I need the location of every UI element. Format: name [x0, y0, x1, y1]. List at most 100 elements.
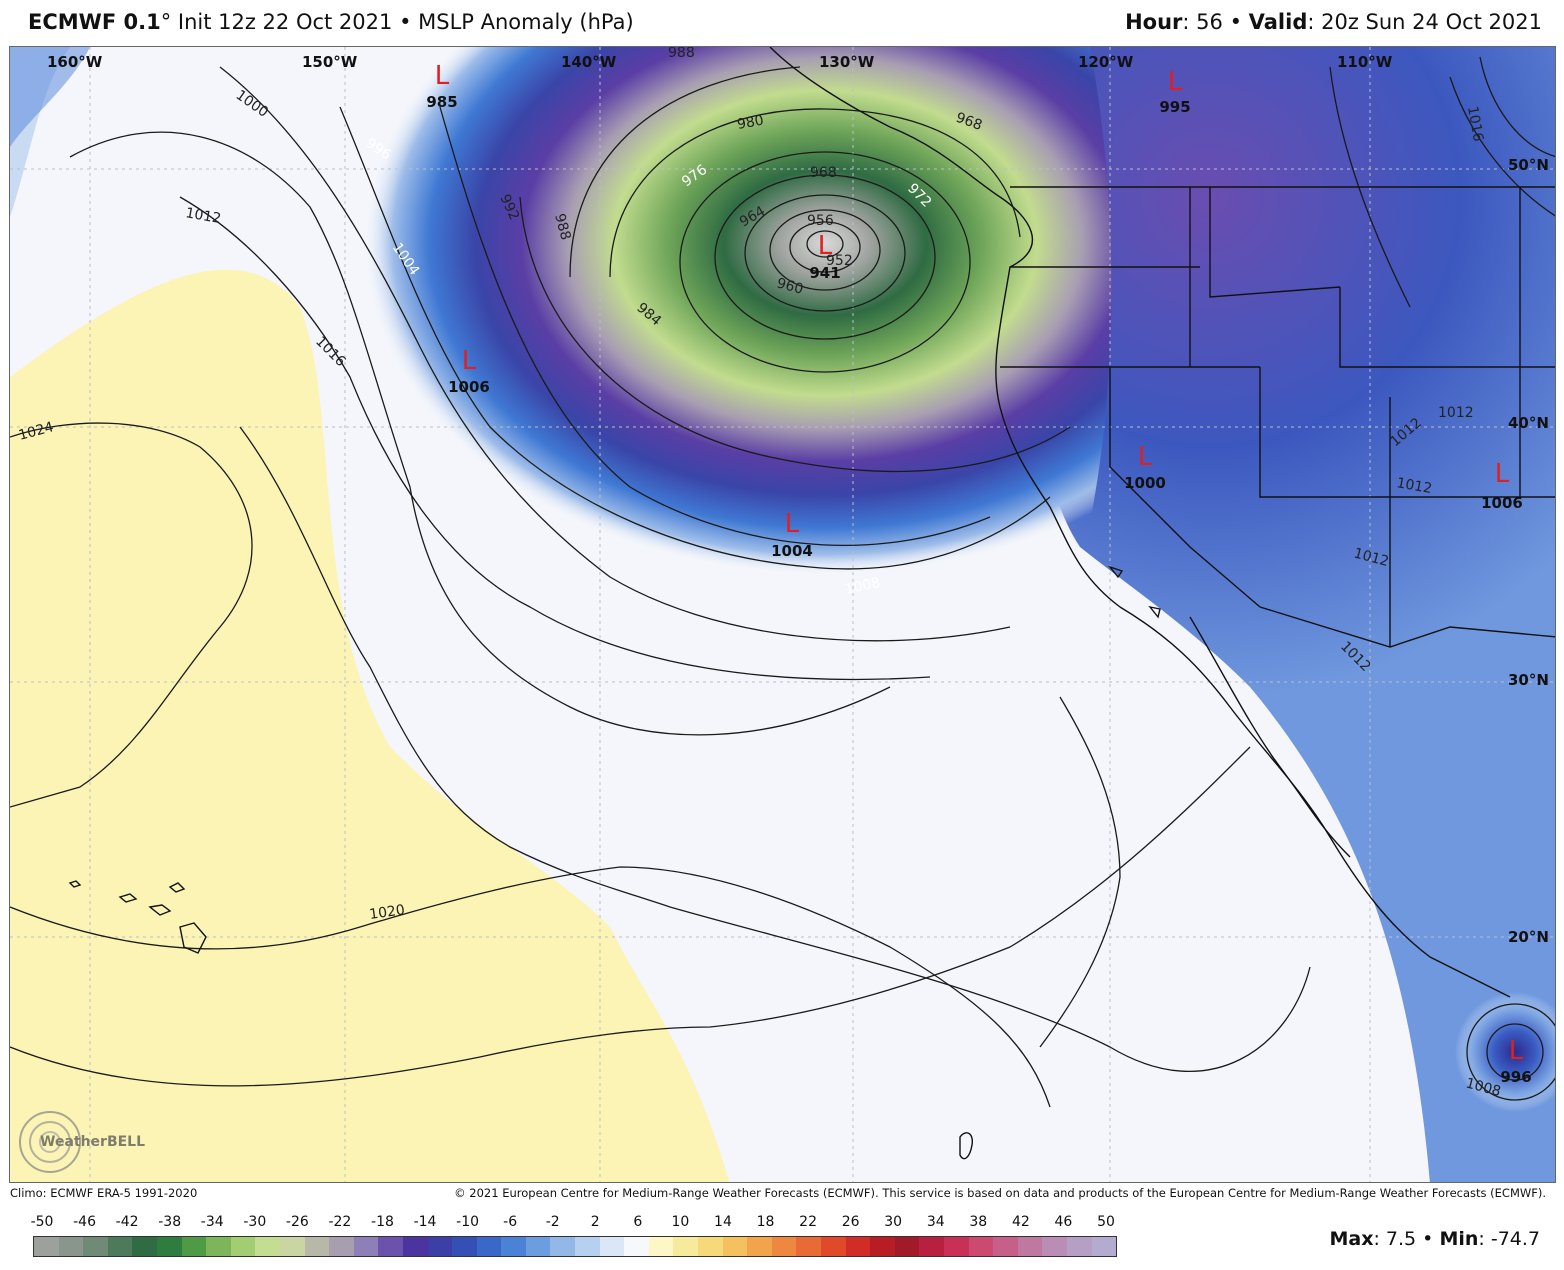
- colorbar-tick-label: -30: [243, 1214, 267, 1230]
- colorbar-swatch: [599, 1237, 625, 1256]
- colorbar-swatch: [329, 1237, 354, 1256]
- low-center: L 995: [1159, 67, 1190, 116]
- low-symbol: L: [435, 61, 450, 91]
- min-value: : -74.7: [1478, 1228, 1540, 1250]
- valid-label: Valid: [1248, 10, 1308, 34]
- low-anomaly-region: [289, 47, 1112, 779]
- colorbar-swatch: [968, 1237, 994, 1256]
- weatherbell-logo: WeatherBELL: [19, 1111, 145, 1173]
- colorbar-swatch: [525, 1237, 551, 1256]
- colorbar-swatch: [427, 1237, 453, 1256]
- colorbar-swatch: [1042, 1237, 1067, 1256]
- colorbar-swatch: [58, 1237, 84, 1256]
- colorbar-tick-label: 14: [714, 1214, 732, 1230]
- colorbar-tick-label: 50: [1097, 1214, 1115, 1230]
- colorbar-swatch: [870, 1237, 895, 1256]
- min-label: Min: [1439, 1228, 1479, 1250]
- footer: Climo: ECMWF ERA-5 1991-2020 © 2021 Euro…: [0, 1185, 1564, 1201]
- colorbar-tick-label: -50: [30, 1214, 54, 1230]
- colorbar-swatch: [673, 1237, 699, 1256]
- colorbar-tick-label: -26: [285, 1214, 309, 1230]
- colorbar-labels: -50 -46 -42 -38 -34 -30 -26 -22 -18 -14 -10 -6 -2 2 6 1…: [30, 1214, 1120, 1232]
- title-separator: •: [399, 10, 412, 34]
- isobar-label: 1012: [1395, 475, 1433, 497]
- colorbar-scale: [33, 1236, 1117, 1257]
- colorbar-tick-label: 30: [884, 1214, 903, 1230]
- colorbar-swatch: [83, 1237, 108, 1256]
- colorbar-tick-label: 10: [671, 1214, 690, 1230]
- weather-map[interactable]: WeatherBELL 160°W 150°W 140°W 130°W 120°…: [9, 46, 1556, 1183]
- colorbar-swatch: [1091, 1237, 1117, 1256]
- isobar-label: 1016: [1464, 105, 1486, 143]
- colorbar-swatch: [34, 1237, 59, 1256]
- colorbar-swatch: [107, 1237, 133, 1256]
- low-pressure-value: 995: [1159, 98, 1190, 116]
- colorbar: -50 -46 -42 -38 -34 -30 -26 -22 -18 -14 -10 -6 -2 2 6 1…: [30, 1214, 1120, 1264]
- isobar-label: 952: [826, 253, 853, 269]
- colorbar-swatch: [894, 1237, 920, 1256]
- climatology-note: Climo: ECMWF ERA-5 1991-2020: [10, 1186, 198, 1200]
- low-pressure-value: 985: [426, 93, 457, 111]
- max-label: Max: [1329, 1228, 1374, 1250]
- hour-label: Hour: [1125, 10, 1183, 34]
- coastlines: [68, 47, 1555, 1160]
- colorbar-swatch: [1017, 1237, 1043, 1256]
- map-canvas: WeatherBELL 160°W 150°W 140°W 130°W 120°…: [10, 47, 1555, 1182]
- stats-separator: •: [1422, 1228, 1434, 1250]
- low-pressure-value: 996: [1500, 1068, 1531, 1086]
- colorbar-swatch: [624, 1237, 649, 1256]
- model-name: ECMWF 0.1: [28, 10, 161, 34]
- colorbar-swatch: [943, 1237, 969, 1256]
- colorbar-swatch: [821, 1237, 846, 1256]
- valid-time: Hour: 56 • Valid: 20z Sun 24 Oct 2021: [1125, 10, 1542, 34]
- positive-anomaly-region: [10, 269, 730, 1182]
- latitude-labels: 50°N 40°N 30°N 20°N: [1508, 156, 1549, 946]
- chart-title: ECMWF 0.1° Init 12z 22 Oct 2021 • MSLP A…: [28, 10, 634, 34]
- low-symbol: L: [1138, 442, 1153, 472]
- colorbar-swatch: [132, 1237, 157, 1256]
- colorbar-swatch: [722, 1237, 748, 1256]
- low-pressure-value: 941: [809, 264, 840, 282]
- degree-sign: °: [160, 10, 172, 34]
- low-center: L 985: [426, 61, 457, 111]
- init-time: Init 12z 22 Oct 2021: [177, 10, 393, 34]
- colorbar-tick-label: -6: [503, 1214, 518, 1230]
- low-center: L 1000: [1124, 442, 1166, 492]
- field-name: MSLP Anomaly (hPa): [418, 10, 634, 34]
- colorbar-swatch: [648, 1237, 674, 1256]
- colorbar-swatch: [206, 1237, 231, 1256]
- max-min-stats: Max: 7.5 • Min: -74.7: [1329, 1228, 1540, 1250]
- colorbar-swatch: [181, 1237, 207, 1256]
- lat-label: 50°N: [1508, 156, 1549, 174]
- lat-label: 20°N: [1508, 928, 1549, 946]
- low-center: L 996: [1500, 1036, 1531, 1086]
- lat-label: 30°N: [1508, 671, 1549, 689]
- colorbar-swatch: [550, 1237, 576, 1256]
- isobar-label: 968: [810, 165, 837, 181]
- low-centers: L 985 L 941 L 995 L 1006 L 1004 L 1000: [426, 61, 1531, 1086]
- header: ECMWF 0.1° Init 12z 22 Oct 2021 • MSLP A…: [0, 0, 1564, 46]
- colorbar-tick-label: 6: [633, 1214, 643, 1230]
- low-pressure-value: 1006: [1481, 494, 1523, 512]
- low-pressure-value: 1004: [771, 542, 813, 560]
- colorbar-swatch: [230, 1237, 256, 1256]
- isobar-label: 1020: [368, 902, 406, 923]
- colorbar-swatch: [698, 1237, 723, 1256]
- isobar-label: 988: [668, 47, 695, 61]
- low-pressure-value: 1006: [448, 378, 490, 396]
- colorbar-tick-label: -14: [413, 1214, 437, 1230]
- low-symbol: L: [1495, 459, 1510, 489]
- colorbar-swatch: [919, 1237, 944, 1256]
- colorbar-tick-label: -10: [456, 1214, 480, 1230]
- colorbar-tick-label: 42: [1011, 1214, 1030, 1230]
- colorbar-tick-label: -46: [73, 1214, 96, 1230]
- colorbar-tick-label: -34: [200, 1214, 224, 1230]
- colorbar-swatch: [796, 1237, 821, 1256]
- isobar-label: 960: [775, 275, 805, 297]
- colorbar-tick-label: 26: [841, 1214, 860, 1230]
- isobar-label: 988: [551, 212, 573, 242]
- isobar-label: 1012: [184, 205, 222, 227]
- colorbar-tick-label: 34: [926, 1214, 945, 1230]
- colorbar-swatch: [1066, 1237, 1092, 1256]
- colorbar-tick-label: 22: [799, 1214, 817, 1230]
